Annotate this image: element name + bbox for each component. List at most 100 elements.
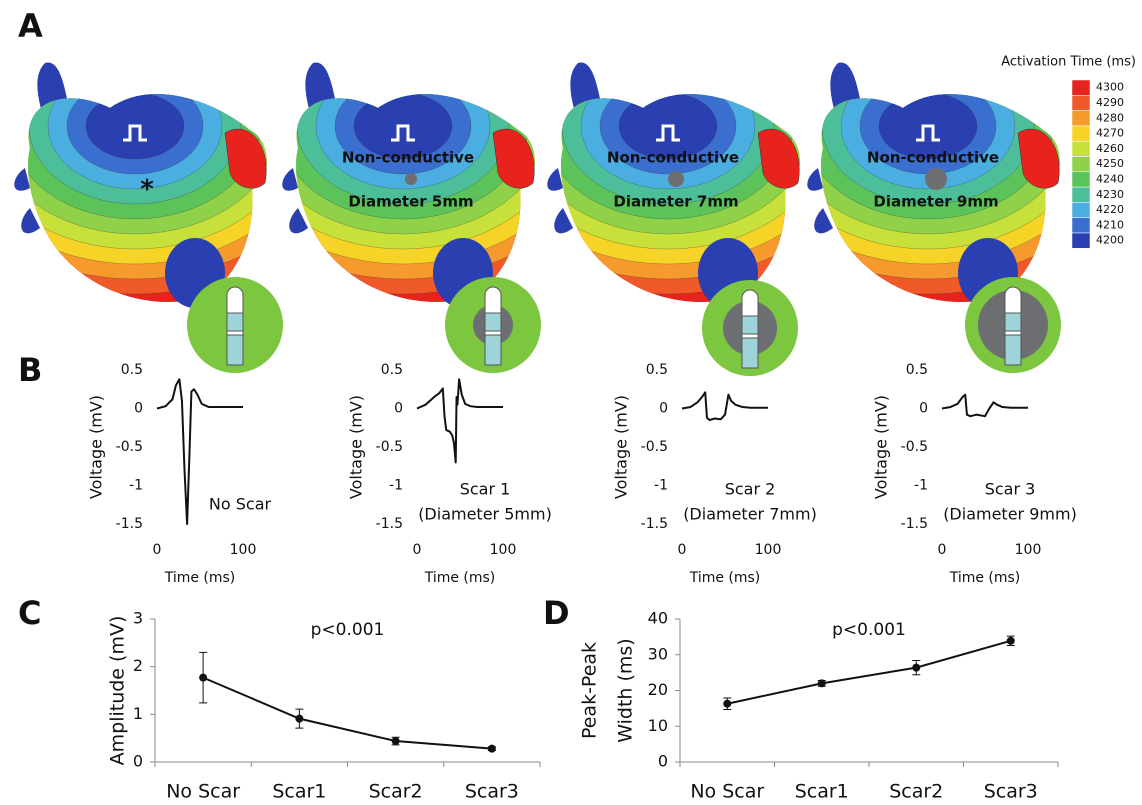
y-tick-label: -1 (914, 478, 928, 494)
y-tick-label: 30 (648, 644, 668, 663)
y-tick-label: 1 (133, 704, 143, 723)
y-tick-label: 0 (134, 401, 143, 417)
appendage (492, 128, 535, 189)
signal-line (416, 378, 503, 464)
y-tick-label: 2 (133, 656, 143, 675)
y-tick-label: 3 (133, 609, 143, 628)
x-tick-label: 0 (153, 542, 162, 558)
appendage (224, 128, 267, 189)
appendage (757, 128, 800, 189)
colorbar-tick-label: 4240 (1096, 172, 1124, 185)
annotation: Scar 2 (725, 480, 776, 499)
data-point (723, 699, 732, 708)
scar-dot (925, 168, 947, 190)
y-tick-label: -0.5 (901, 439, 928, 455)
pacing-symbol (656, 124, 680, 142)
scar-label: Non-conductive (867, 149, 999, 167)
y-tick-label: 0 (133, 752, 143, 771)
x-tick-label: Scar2 (889, 781, 943, 803)
x-axis-label: Time (ms) (164, 570, 236, 586)
y-tick-label: 0.5 (121, 362, 143, 378)
activation-map: * (14, 62, 267, 308)
colorbar-tick-label: 4270 (1096, 127, 1124, 140)
scar-label: Diameter 5mm (348, 193, 473, 211)
annotation: (Diameter 7mm) (683, 505, 817, 524)
activation-map: Non-conductive Diameter 9mm (807, 62, 1060, 308)
scar-dot (405, 173, 417, 185)
vessel (14, 168, 40, 234)
colorbar-swatch (1071, 156, 1091, 173)
annotation: Scar 3 (985, 480, 1036, 499)
electrode-band (741, 337, 759, 369)
electrode-band (1004, 334, 1022, 366)
y-tick-label: 0.5 (381, 362, 403, 378)
y-axis-label: Voltage (mV) (87, 395, 106, 499)
colorbar-tick-label: 4200 (1096, 234, 1124, 247)
colorbar-tick-label: 4280 (1096, 111, 1124, 124)
data-point (391, 737, 400, 746)
data-point (817, 679, 826, 688)
y-tick-label: 0 (658, 752, 668, 771)
x-tick-label: Scar1 (795, 781, 849, 803)
scar-label: Diameter 7mm (613, 193, 738, 211)
annotation: p<0.001 (311, 620, 385, 640)
x-tick-label: Scar3 (465, 781, 519, 803)
panel-label: C (18, 594, 41, 632)
data-point (487, 744, 496, 753)
electrode-band (1004, 312, 1022, 332)
electrode-band (484, 312, 502, 332)
signal-line (156, 378, 243, 525)
x-tick-label: 100 (755, 542, 782, 558)
y-tick-label: -0.5 (376, 439, 403, 455)
y-axis-label: Amplitude (mV) (107, 616, 129, 766)
y-tick-label: -0.5 (641, 439, 668, 455)
y-tick-label: 0 (919, 401, 928, 417)
x-axis-label: Time (ms) (424, 570, 496, 586)
colorbar-tick-label: 4230 (1096, 188, 1124, 201)
annotation: p<0.001 (832, 620, 906, 640)
annotation: (Diameter 9mm) (943, 505, 1077, 524)
x-tick-label: 0 (678, 542, 687, 558)
annotation: No Scar (209, 495, 272, 514)
annotation: (Diameter 5mm) (418, 505, 552, 524)
colorbar-title: Activation Time (ms) (1001, 55, 1136, 70)
y-tick-label: 0.5 (646, 362, 668, 378)
x-tick-label: Scar2 (369, 781, 423, 803)
electrode-band (484, 334, 502, 366)
y-tick-label: 40 (648, 609, 668, 628)
y-tick-label: 0 (394, 401, 403, 417)
colorbar-tick-label: 4260 (1096, 142, 1124, 155)
colorbar-swatch (1071, 110, 1091, 127)
y-axis-label: Peak-Peak (579, 642, 601, 739)
colorbar-tick-label: 4300 (1096, 81, 1124, 94)
pacing-symbol (123, 124, 147, 142)
vessel (547, 168, 573, 234)
y-tick-label: -1.5 (641, 516, 668, 532)
scar-label: Diameter 9mm (873, 193, 998, 211)
colorbar-swatch (1071, 125, 1091, 142)
x-tick-label: Scar1 (272, 781, 326, 803)
x-tick-label: 100 (230, 542, 257, 558)
colorbar-tick-label: 4220 (1096, 203, 1124, 216)
vessel (807, 168, 833, 234)
x-tick-label: No Scar (690, 781, 764, 803)
colorbar-swatch (1071, 186, 1091, 203)
y-tick-label: -1 (654, 478, 668, 494)
data-point (295, 714, 304, 723)
data-point (199, 673, 208, 682)
vessel (282, 168, 308, 234)
y-tick-label: 10 (648, 716, 668, 735)
x-tick-label: 0 (413, 542, 422, 558)
x-tick-label: 100 (1015, 542, 1042, 558)
y-tick-label: 0.5 (906, 362, 928, 378)
data-point (912, 663, 921, 672)
trend-line (202, 676, 492, 750)
y-tick-label: -0.5 (116, 439, 143, 455)
appendage (1017, 128, 1060, 189)
colorbar-swatch (1071, 95, 1091, 111)
scar-label: Non-conductive (342, 149, 474, 167)
panel-label: A (18, 7, 43, 45)
electrode-band (226, 334, 244, 366)
y-tick-label: -1.5 (116, 516, 143, 532)
